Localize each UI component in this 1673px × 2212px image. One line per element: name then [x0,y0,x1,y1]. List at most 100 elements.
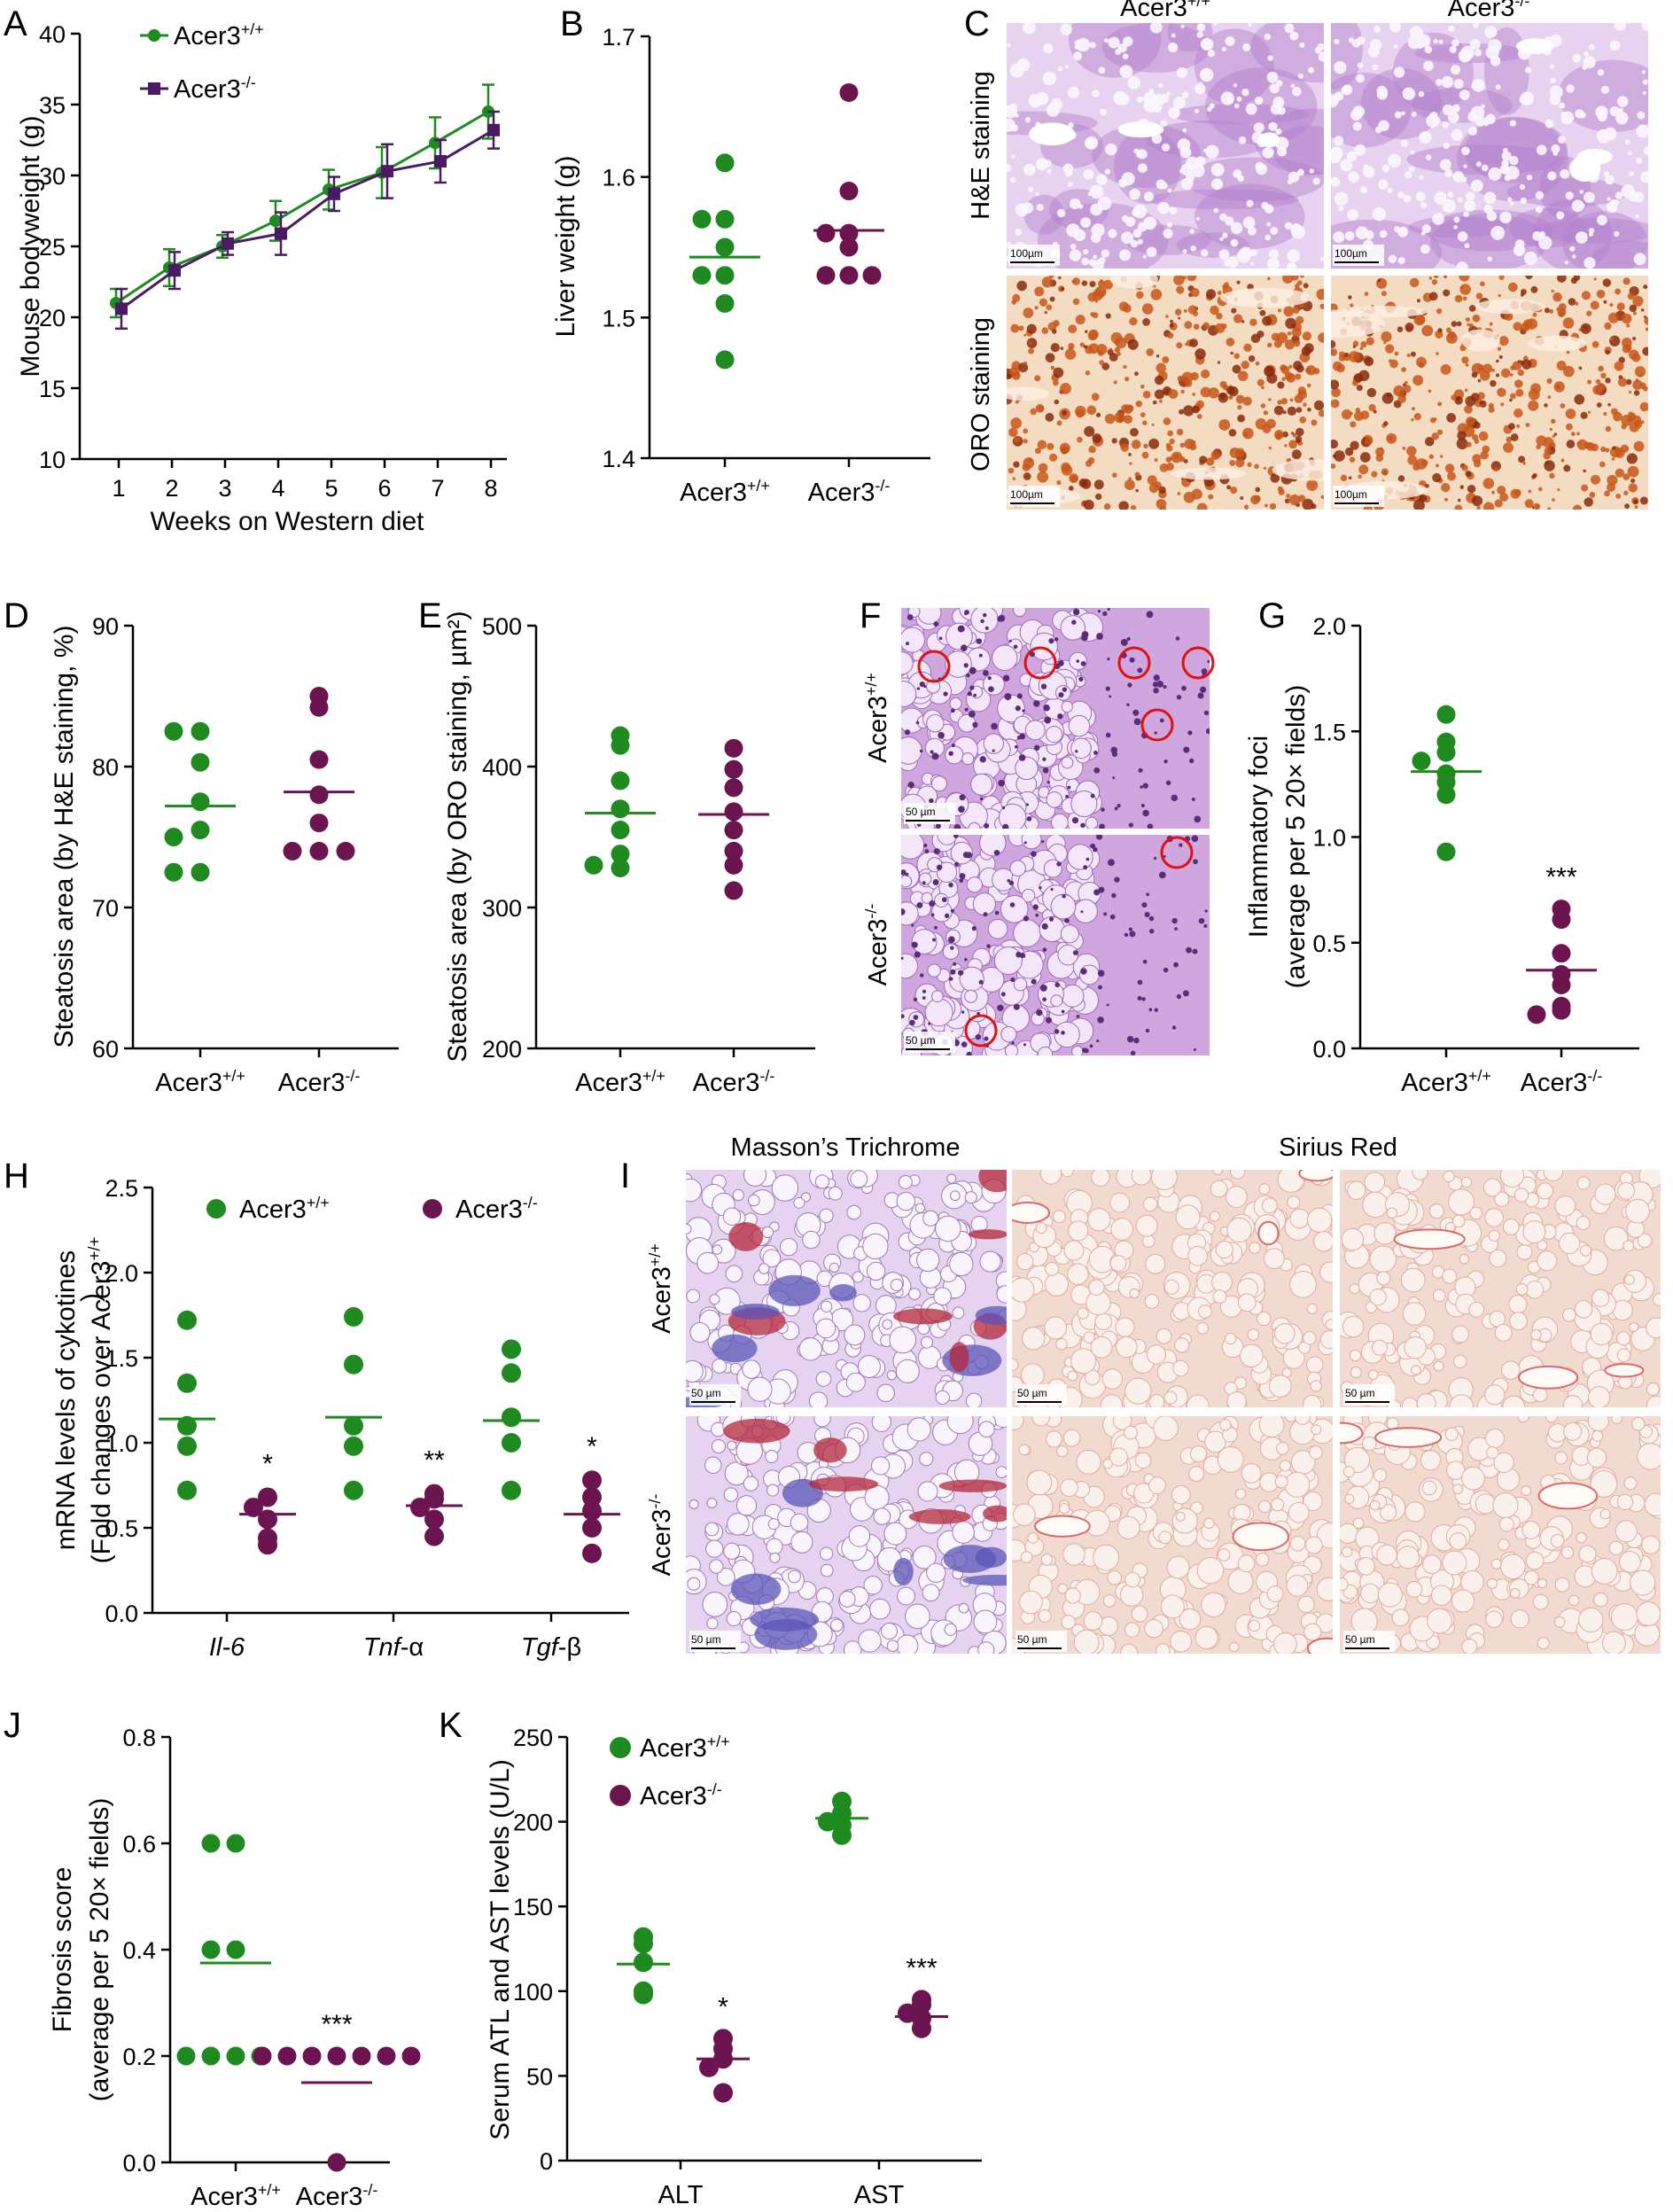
micrograph-I-ko-0-hepatocyte [819,1546,834,1561]
micrograph-C-he-wt-vacuole [1200,38,1212,51]
micrograph-I-wt-2-hepatocyte [1637,1233,1653,1249]
micrograph-I-ko-0-hepatocyte [873,1507,891,1525]
micrograph-C-oro-ko-lipid-droplet [1552,434,1555,439]
micrograph-F-wt-nucleus [982,612,987,618]
micrograph-C-oro-ko-lipid-droplet [1504,312,1513,322]
micrograph-C-he-wt-vacuole [1297,168,1304,176]
micrograph-C-he-ko-vacuole [1451,129,1463,141]
micrograph-I-ko-0-hepatocyte [958,1602,969,1614]
micrograph-I-ko-1-hepatocyte [1102,1594,1117,1608]
micrograph-C-oro-wt-lipid-droplet [1060,286,1065,292]
micrograph-I-ko-2-hepatocyte [1637,1443,1661,1470]
micrograph-C-he-wt-vacuole [1214,168,1221,175]
micrograph-C-oro-ko-lipid-droplet [1409,277,1420,288]
micrograph-C-oro-wt-lipid-droplet [1103,502,1111,510]
micrograph-C-oro-ko-lipid-droplet [1591,474,1600,485]
micrograph-C-oro-wt-lipid-droplet [1068,342,1075,350]
micrograph-C-he-ko-vacuole [1416,42,1424,49]
micrograph-C-he-wt-vacuole [1157,201,1170,214]
micrograph-C-he-wt-vessel [1117,121,1164,138]
micrograph-C-he-ko-vacuole [1549,94,1561,105]
micrograph-C-he-wt-vacuole [1168,106,1180,119]
chart-H-legend-label: Acer3+/+ [239,1194,330,1224]
micrograph-F-wt-nucleus [1120,638,1128,646]
micrograph-I-ko-2-hepatocyte [1537,1578,1548,1589]
micrograph-C-he-wt-vacuole [1015,229,1023,236]
micrograph-C-oro-ko-lipid-droplet [1353,411,1364,422]
micrograph-C-he-wt-vacuole [1171,33,1176,38]
micrograph-I-wt-0-hepatocyte [895,1359,920,1383]
micrograph-I-ko-2-hepatocyte [1524,1569,1539,1585]
micrograph-F-ko-nucleus [948,977,953,981]
micrograph-C-oro-wt-lipid-droplet [1085,370,1091,376]
micrograph-C-oro-ko-lipid-droplet [1446,413,1457,423]
micrograph-C-he-wt-vacuole [1151,133,1163,144]
micrograph-C-oro-wt-lipid-droplet [1247,462,1252,467]
micrograph-I-ko-1-hepatocyte [1124,1622,1140,1638]
micrograph-F-wt-nucleus [1093,767,1101,774]
micrograph-C-he-ko [1331,23,1648,269]
micrograph-C-oro-ko-lipid-droplet [1356,385,1363,392]
micrograph-C-he-wt-vacuole [1196,23,1206,32]
chart-H-point [424,1489,444,1509]
chart-B-y-tick-label: 1.7 [602,24,635,51]
micrograph-I-ko-1-hepatocyte [1194,1625,1218,1650]
chart-D-point [191,821,210,840]
micrograph-C-oro-wt-lipid-droplet [1173,276,1185,285]
micrograph-I-ko-1-hepatocyte [1062,1429,1081,1447]
micrograph-C-oro-wt-lipid-droplet [1237,405,1242,410]
micrograph-C-he-wt-vacuole [1064,169,1073,177]
micrograph-C-he-wt-vessel [1029,122,1076,146]
micrograph-C-oro-ko-lipid-droplet [1557,308,1567,317]
micrograph-I-wt-1-hepatocyte [1247,1328,1260,1341]
chart-D-point [309,841,329,861]
micrograph-C-oro-wt-lipid-droplet [1095,412,1101,417]
chart-J-point [327,2046,346,2066]
micrograph-C-he-ko-vacuole [1432,213,1444,225]
micrograph-C-he-ko-vacuole [1488,167,1502,181]
micrograph-I-wt-2-hepatocyte [1451,1214,1466,1228]
micrograph-C-oro-wt-lipid-droplet [1135,400,1142,408]
micrograph-F-ko-nucleus [1097,1016,1104,1024]
micrograph-I-wt-2-hepatocyte [1501,1360,1521,1380]
micrograph-C-oro-ko-lipid-droplet [1600,446,1607,453]
micrograph-C-he-ko-vacuole [1337,205,1344,212]
micrograph-C-oro-ko-lipid-droplet [1350,440,1359,450]
micrograph-C-he-wt-vacuole [1023,23,1031,29]
micrograph-I-ko-2-hepatocyte [1615,1520,1638,1543]
micrograph-I-ko-2-hepatocyte [1521,1485,1532,1497]
micrograph-C-oro-ko-lipid-droplet [1465,399,1468,402]
micrograph-C-he-wt-vacuole [1084,138,1095,149]
chart-K-ylabel: Serum ATL and AST levels (U/L) [486,1759,515,2140]
micrograph-I-ko-2-hepatocyte [1599,1508,1611,1520]
micrograph-C-oro-ko-clear-area [1331,309,1386,339]
micrograph-C-oro-wt-lipid-droplet [1231,308,1237,314]
micrograph-I-ko-2-hepatocyte [1510,1587,1521,1599]
micrograph-C-oro-wt-lipid-droplet [1259,309,1266,316]
micrograph-C-oro-ko-lipid-droplet [1609,335,1621,347]
micrograph-I-wt-2-hepatocyte [1452,1354,1467,1369]
micrograph-C-he-ko-vacuole [1350,109,1362,121]
micrograph-I-wt-0-hepatocyte [876,1383,895,1403]
micrograph-C-he-wt-vacuole [1130,239,1139,248]
micrograph-I-ko-2-hepatocyte [1590,1470,1618,1498]
chart-H-point [582,1543,602,1563]
micrograph-C-he-wt-vacuole [1137,238,1143,245]
micrograph-C-he-wt-vacuole [1137,222,1148,232]
micrograph-C-oro-ko-lipid-droplet [1596,289,1606,299]
micrograph-C-oro-wt-lipid-droplet [1226,485,1232,490]
micrograph-I-wt-2-hepatocyte [1617,1181,1636,1200]
micrograph-C-he-wt-vacuole [1117,93,1130,105]
micrograph-F-ko-nucleus [948,882,953,888]
micrograph-C-he-ko-vacuole [1334,136,1344,146]
micrograph-C-oro-wt-lipid-droplet [1284,339,1296,350]
micrograph-C-oro-ko-lipid-droplet [1444,497,1449,502]
micrograph-I-ko-0-hepatocyte [767,1518,780,1530]
micrograph-C-he-ko-vacuole [1487,256,1493,262]
micrograph-C-oro-ko-lipid-droplet [1631,353,1641,362]
micrograph-C-he-wt-vacuole [1233,82,1238,88]
micrograph-I-wt-2-hepatocyte [1588,1386,1611,1407]
chart-K-point [699,2057,719,2077]
micrograph-C-oro-ko-lipid-droplet [1639,401,1648,412]
chart-K-category-label: ALT [658,2181,703,2209]
